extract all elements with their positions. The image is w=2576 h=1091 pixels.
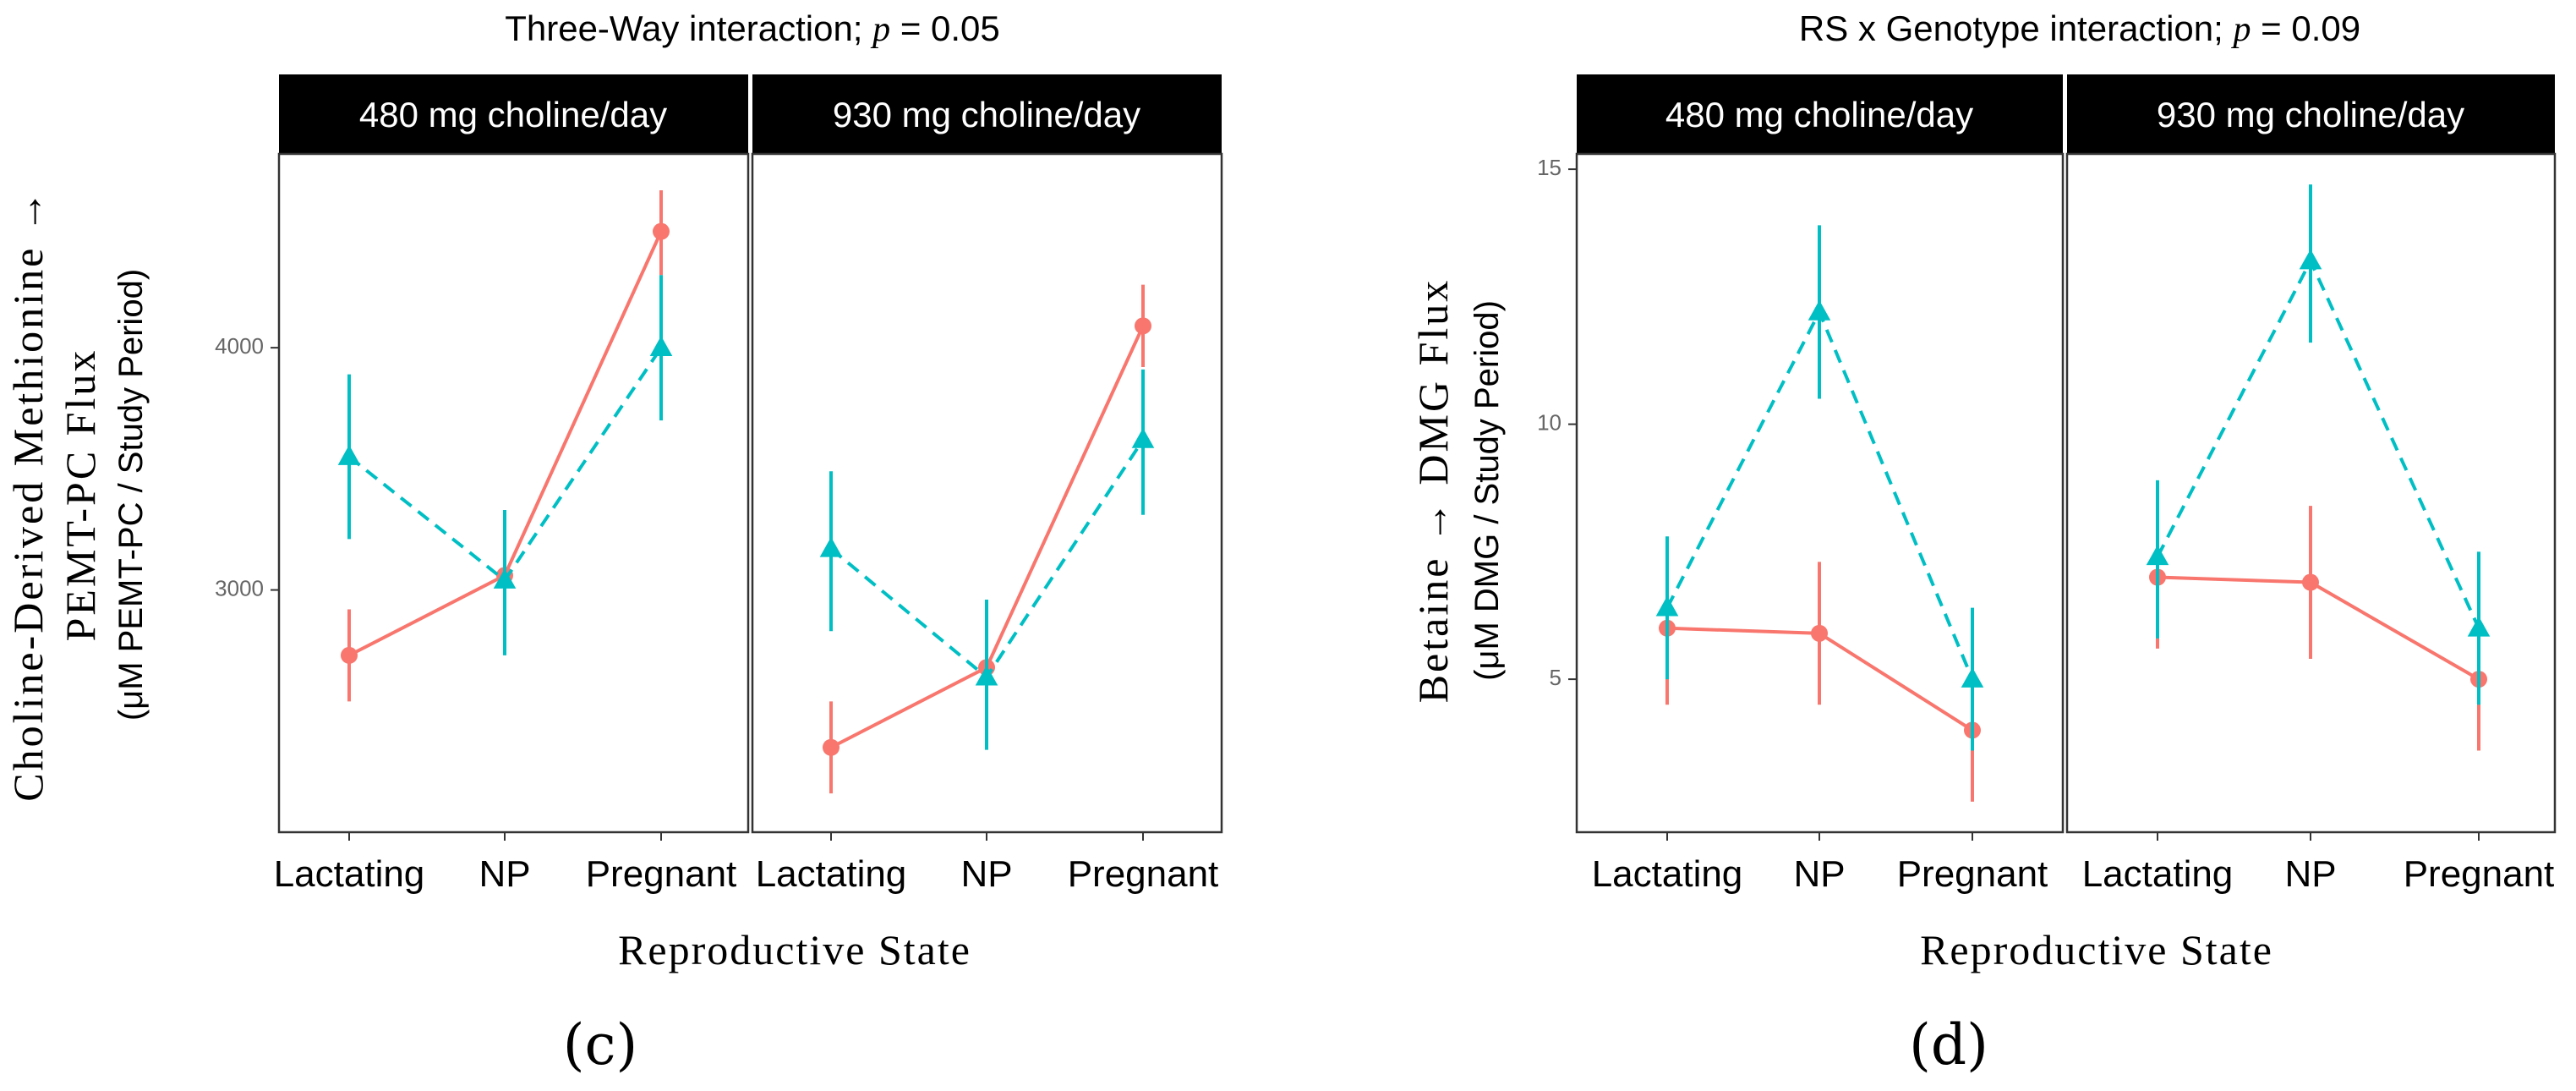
- chart-d-point-1-series-b-1: [2299, 249, 2322, 270]
- chart-c-point-0-series-a-0: [341, 646, 358, 664]
- chart-c-ytick-label-1: 4000: [215, 333, 264, 359]
- chart-c-strip-1: [752, 74, 1222, 154]
- chart-c-xtick-label-1-2: Pregnant: [1068, 853, 1219, 895]
- chart-d-xtick-label-1-1: NP: [2284, 853, 2336, 895]
- chart-c-point-0-series-b-0: [337, 445, 361, 465]
- chart-c-panel-letter: (c): [563, 1012, 637, 1077]
- chart-c-xtick-label-0-1: NP: [479, 853, 530, 895]
- chart-c-point-1-series-b-2: [1131, 427, 1155, 448]
- chart-c-strip-0-label: 480 mg choline/day: [359, 95, 667, 134]
- chart-c-point-1-series-a-0: [823, 738, 840, 756]
- chart-d-line-1-series-a: [2157, 575, 2480, 681]
- chart-d-marks: [1655, 184, 2491, 802]
- chart-c-point-0-series-b-2: [649, 336, 673, 356]
- chart-d-point-0-series-a-1: [1811, 624, 1828, 642]
- chart-d-ytick-label-1: 10: [1537, 409, 1561, 435]
- chart-c-point-0-series-b-1: [493, 568, 517, 589]
- chart-d-xtick-label-1-0: Lactating: [2082, 853, 2234, 895]
- chart-d: RS x Genotype interaction; p = 0.09 480 …: [1409, 8, 2557, 1077]
- chart-d-ylabel-line1: Betaine → DMG Flux: [1409, 278, 1457, 704]
- chart-d-xtick-label-0-2: Pregnant: [1897, 853, 2048, 895]
- chart-d-xtick-label-1-2: Pregnant: [2404, 853, 2555, 895]
- chart-c-xlabel: Reproductive State: [618, 926, 971, 973]
- chart-d-ytick-label-0: 5: [1550, 665, 1561, 690]
- chart-d-point-1-series-b-0: [2146, 545, 2169, 566]
- chart-d-ylabel-line2: (μM DMG / Study Period): [1468, 300, 1506, 681]
- chart-d-strip-1: [2067, 74, 2555, 154]
- chart-c-ylabel-line1: Choline-Derived Methionine →: [4, 188, 52, 802]
- chart-c-title: Three-Way interaction; p = 0.05: [505, 8, 1000, 49]
- chart-d-strip-0-label: 480 mg choline/day: [1665, 95, 1973, 134]
- chart-d-strip-1-label: 930 mg choline/day: [2157, 95, 2464, 134]
- chart-d-title: RS x Genotype interaction; p = 0.09: [1799, 8, 2360, 49]
- chart-d-point-0-series-b-0: [1655, 595, 1679, 617]
- chart-c-xtick-label-1-0: Lactating: [756, 853, 907, 895]
- chart-d-line-1-series-b: [2156, 257, 2480, 629]
- chart-d-ytick-label-2: 15: [1537, 155, 1561, 180]
- chart-c-point-0-series-a-2: [653, 222, 670, 240]
- chart-c-ytick-label-0: 3000: [215, 575, 264, 600]
- chart-d-xtick-label-0-1: NP: [1793, 853, 1845, 895]
- chart-c-x-axis: Lactating NP Pregnant Lactating NP Pregn…: [274, 832, 1219, 895]
- chart-c-ylabel-line2: PEMT-PC Flux: [57, 348, 104, 642]
- chart-c-xtick-label-0-2: Pregnant: [586, 853, 737, 895]
- chart-d-xlabel: Reproductive State: [1920, 926, 2273, 973]
- chart-c-panel-0: [277, 152, 750, 834]
- chart-c-marks: [337, 189, 1155, 794]
- chart-c-ylabel-line3: (μM PEMT-PC / Study Period): [112, 269, 150, 721]
- chart-c-xtick-label-0-0: Lactating: [274, 853, 425, 895]
- chart-c-xtick-label-1-1: NP: [960, 853, 1012, 895]
- chart-d-panel-letter: (d): [1909, 1012, 1988, 1077]
- chart-d-x-axis: Lactating NP Pregnant Lactating NP Pregn…: [1592, 832, 2555, 895]
- chart-d-point-0-series-b-2: [1961, 667, 1984, 688]
- chart-d-point-1-series-b-2: [2467, 616, 2491, 637]
- chart-d-strip-0: [1577, 74, 2063, 154]
- chart-d-point-0-series-b-1: [1808, 299, 1831, 321]
- chart-d-xtick-label-0-0: Lactating: [1592, 853, 1743, 895]
- chart-c: Three-Way interaction; p = 0.05 480 mg c…: [4, 8, 1223, 1077]
- chart-c-point-1-series-b-0: [819, 536, 843, 557]
- chart-c-point-1-series-b-1: [975, 665, 998, 686]
- chart-c-strip-1-label: 930 mg choline/day: [833, 95, 1140, 134]
- chart-c-point-1-series-a-2: [1135, 317, 1151, 335]
- chart-d-point-1-series-a-1: [2302, 573, 2319, 591]
- chart-c-strip-0: [279, 74, 748, 154]
